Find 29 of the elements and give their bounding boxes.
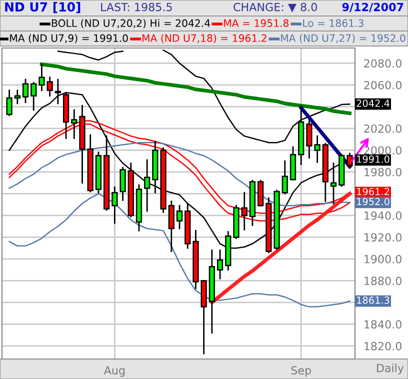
x-tick-label: Aug [104,366,125,377]
y-tick-label: 1900.0 [364,254,402,264]
legend-label: Lo = 1861.3 [303,19,364,27]
chart-title: ND U7 [10] [5,2,80,14]
y-tick-label: 1820.0 [364,342,402,350]
y-tick-label: 1980.0 [364,168,402,176]
legend-label: BOLL (ND U7,20,2) Hi = 2042.4 [52,19,210,28]
y-tick-label: 1920.0 [364,233,402,242]
y-tick-label: 1840.0 [364,320,402,329]
y-tick-label: 2060.0 [364,80,402,90]
data-label: 1991.0 [357,155,390,163]
legend-label: MA (ND U7,27) = 1952.0 [281,34,406,44]
text: 9/12/2007 [342,2,404,12]
text: CHANGE: ▼ 8.0 [234,2,317,12]
x-tick-label: Sep [291,366,311,377]
y-tick-label: 1880.0 [364,276,402,286]
legend-label: MA (ND U7,9) = 1991.0 [10,34,128,44]
text: LAST: 1985.5 [101,2,172,12]
y-tick-label: 2000.0 [364,146,402,155]
legend-label: MA = 1951.8 [224,19,289,27]
data-label: 1961.2 [357,188,390,196]
data-label: 1952.0 [357,198,390,206]
data-label: 1861.3 [357,296,390,304]
text: Daily [376,364,404,374]
y-tick-label: 2080.0 [364,59,402,68]
legend-label: MA (ND U7,18) = 1961.2 [142,34,266,44]
y-tick-label: 1940.0 [364,211,402,220]
y-tick-label: 2020.0 [364,124,402,133]
data-label: 2042.4 [356,100,390,107]
